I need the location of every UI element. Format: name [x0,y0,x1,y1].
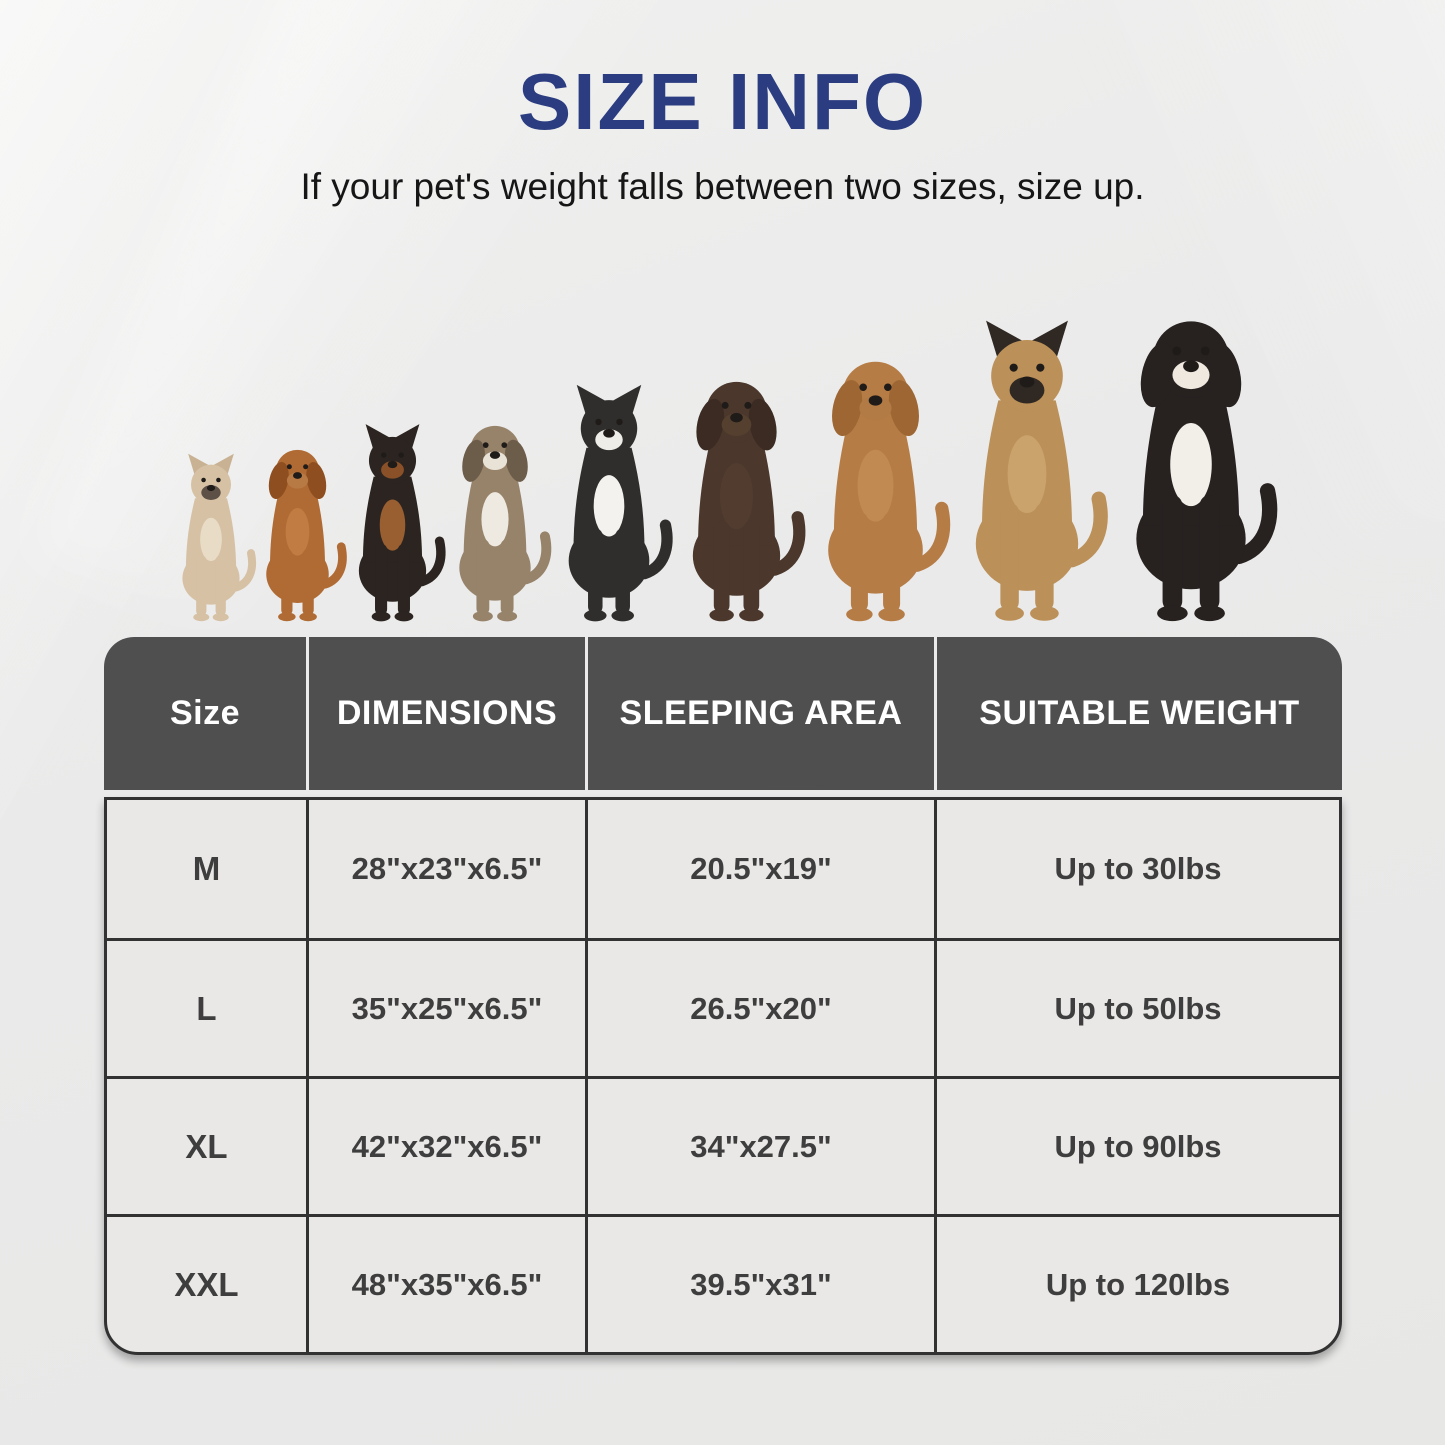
cell-suitable-weight: Up to 90lbs [934,1079,1339,1214]
cell-dimensions: 35"x25"x6.5" [306,941,585,1076]
dog-vizsla [796,338,955,622]
dog-miniature-pinscher [336,420,449,622]
dog-lineup [170,292,1276,622]
dog-border-collie [541,380,677,622]
dog-english-bulldog [435,408,555,622]
page-title: SIZE INFO [517,57,928,146]
cell-suitable-weight: Up to 30lbs [934,800,1339,938]
table-row-xxl: XXL 48"x35"x6.5" 39.5"x31" Up to 120lbs [107,1214,1339,1352]
table-row-xl: XL 42"x32"x6.5" 34"x27.5" Up to 90lbs [107,1076,1339,1214]
cell-sleeping-area: 20.5"x19" [585,800,934,938]
cell-dimensions: 28"x23"x6.5" [306,800,585,938]
dog-bernese-mountain-dog [1099,294,1283,622]
dog-chocolate-labrador [663,360,810,622]
column-header-suitable-weight: SUITABLE WEIGHT [934,637,1342,790]
cell-suitable-weight: Up to 50lbs [934,941,1339,1076]
cell-suitable-weight: Up to 120lbs [934,1217,1339,1352]
cell-sleeping-area: 26.5"x20" [585,941,934,1076]
cell-dimensions: 48"x35"x6.5" [306,1217,585,1352]
size-table: Size DIMENSIONS SLEEPING AREA SUITABLE W… [104,637,1342,1355]
dog-german-shepherd [941,314,1113,622]
table-row-l: L 35"x25"x6.5" 26.5"x20" Up to 50lbs [107,938,1339,1076]
cell-size: L [196,989,217,1027]
cell-size: M [192,850,221,887]
page-subtitle: If your pet's weight falls between two s… [300,166,1145,207]
size-table-body: M 28"x23"x6.5" 20.5"x19" Up to 30lbs L 3… [104,797,1342,1355]
column-header-sleeping-area: SLEEPING AREA [585,637,934,790]
cell-sleeping-area: 34"x27.5" [585,1079,934,1214]
cell-size: XL [185,1127,228,1165]
size-table-header: Size DIMENSIONS SLEEPING AREA SUITABLE W… [104,637,1342,790]
column-header-size: Size [169,694,241,732]
cell-sleeping-area: 39.5"x31" [585,1217,934,1352]
table-row-m: M 28"x23"x6.5" 20.5"x19" Up to 30lbs [107,800,1339,938]
dog-cavalier-spaniel [245,434,350,622]
cell-dimensions: 42"x32"x6.5" [306,1079,585,1214]
column-header-dimensions: DIMENSIONS [306,637,585,790]
cell-size: XXL [174,1265,239,1303]
